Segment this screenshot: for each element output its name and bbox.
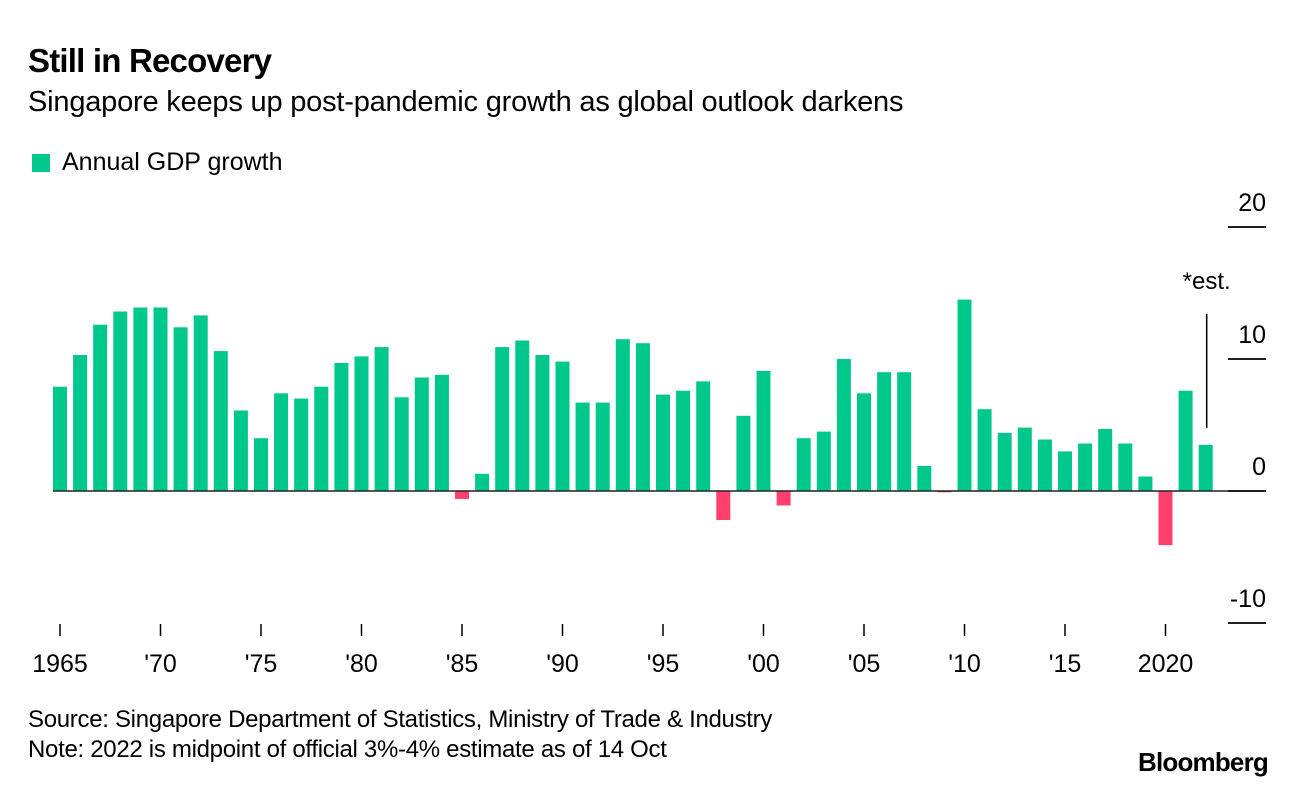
bar-2016 (1078, 443, 1093, 491)
bar-1996 (676, 390, 691, 491)
bar-1994 (635, 343, 650, 491)
bar-2004 (836, 359, 851, 491)
x-tick-label-1995: '95 (647, 650, 680, 678)
bar-1968 (113, 311, 128, 491)
x-tick-label-1970: '70 (144, 650, 177, 678)
bar-2001 (776, 491, 791, 506)
bar-1983 (414, 377, 429, 491)
x-tick-label-2015: '15 (1049, 650, 1082, 678)
x-axis: 1965 '70 '75 '80 '85 '90 '95 '00 '05 '10 '15 2020 (32, 624, 1193, 678)
bar-1969 (133, 307, 148, 491)
bar-1973 (213, 351, 228, 491)
estimate-note: Note: 2022 is midpoint of official 3%-4%… (28, 736, 667, 763)
footer: Source: Singapore Department of Statisti… (28, 705, 772, 765)
bar-1977 (294, 398, 309, 491)
bar-2011 (977, 409, 992, 491)
bar-2013 (1017, 427, 1032, 491)
x-tick-label-2020: 2020 (1138, 650, 1194, 678)
x-tick-label-2010: '10 (948, 650, 981, 678)
bar-1986 (475, 473, 490, 491)
bar-2020 (1158, 491, 1173, 546)
x-tick-label-1990: '90 (546, 650, 579, 678)
bar-1967 (93, 324, 108, 491)
annotation-label: *est. (1183, 268, 1231, 295)
bar-2007 (897, 372, 912, 491)
bar-1976 (274, 393, 289, 491)
legend: Annual GDP growth (32, 148, 283, 177)
bar-2017 (1098, 429, 1113, 491)
bar-2018 (1118, 443, 1133, 491)
x-tick-label-1985: '85 (446, 650, 479, 678)
bar-2021 (1178, 390, 1193, 491)
bar-1999 (736, 415, 751, 491)
source-note: Source: Singapore Department of Statisti… (28, 706, 773, 733)
bar-1988 (515, 340, 530, 491)
y-tick-label-10: 10 (1238, 321, 1266, 349)
bar-2002 (796, 438, 811, 491)
bar-1990 (555, 361, 570, 491)
bars-group (53, 299, 1213, 546)
bar-1979 (334, 363, 349, 491)
y-tick-label-20: 20 (1238, 189, 1266, 217)
bar-1974 (233, 410, 248, 491)
legend-swatch (32, 153, 50, 172)
chart-subtitle: Singapore keeps up post-pandemic growth … (28, 86, 904, 118)
bar-1975 (254, 438, 268, 491)
bar-2006 (877, 372, 892, 491)
bar-1978 (314, 386, 329, 491)
bar-1995 (656, 394, 670, 491)
bar-1965 (53, 386, 67, 491)
bar-2014 (1037, 439, 1052, 491)
bar-1971 (173, 327, 188, 491)
bar-1998 (716, 491, 731, 520)
x-tick-label-2000: '00 (747, 650, 780, 678)
bar-2015 (1058, 451, 1072, 491)
bar-1981 (374, 347, 389, 491)
y-tick-label-0: 0 (1252, 453, 1266, 481)
bar-1984 (434, 374, 449, 491)
bar-1989 (535, 355, 550, 491)
bar-2000 (756, 370, 771, 491)
bar-1980 (354, 356, 369, 491)
bar-2005 (857, 393, 871, 491)
bar-2003 (816, 431, 831, 491)
bar-1972 (193, 315, 208, 491)
estimate-annotation: *est. (1183, 268, 1231, 428)
bar-1987 (495, 347, 510, 491)
bar-2008 (917, 465, 932, 491)
x-tick-label-2005: '05 (848, 650, 881, 678)
bar-1991 (575, 402, 590, 491)
x-tick-label-1980: '80 (345, 650, 378, 678)
bar-1966 (73, 355, 88, 491)
y-tick-label--10: -10 (1230, 585, 1266, 613)
bar-1985 (455, 491, 469, 499)
chart-title: Still in Recovery (28, 42, 272, 79)
x-tick-label-1965: 1965 (32, 650, 88, 678)
bar-2012 (997, 432, 1012, 491)
bar-2019 (1138, 476, 1153, 491)
bar-2022 (1198, 444, 1213, 491)
x-tick-label-1975: '75 (245, 650, 278, 678)
bar-1982 (394, 397, 409, 491)
bar-1992 (595, 402, 610, 491)
legend-label: Annual GDP growth (62, 148, 283, 176)
bar-1970 (153, 307, 168, 491)
y-axis: 20 10 0 -10 (1228, 189, 1266, 624)
bar-2010 (957, 299, 972, 491)
bloomberg-logo: Bloomberg (1137, 747, 1269, 777)
bar-1993 (615, 339, 630, 491)
bar-1997 (696, 381, 711, 491)
bar-chart: 20 10 0 -10 1965 '70 '75 '80 '85 '90 '95 '00 '05 '10… (32, 189, 1266, 678)
